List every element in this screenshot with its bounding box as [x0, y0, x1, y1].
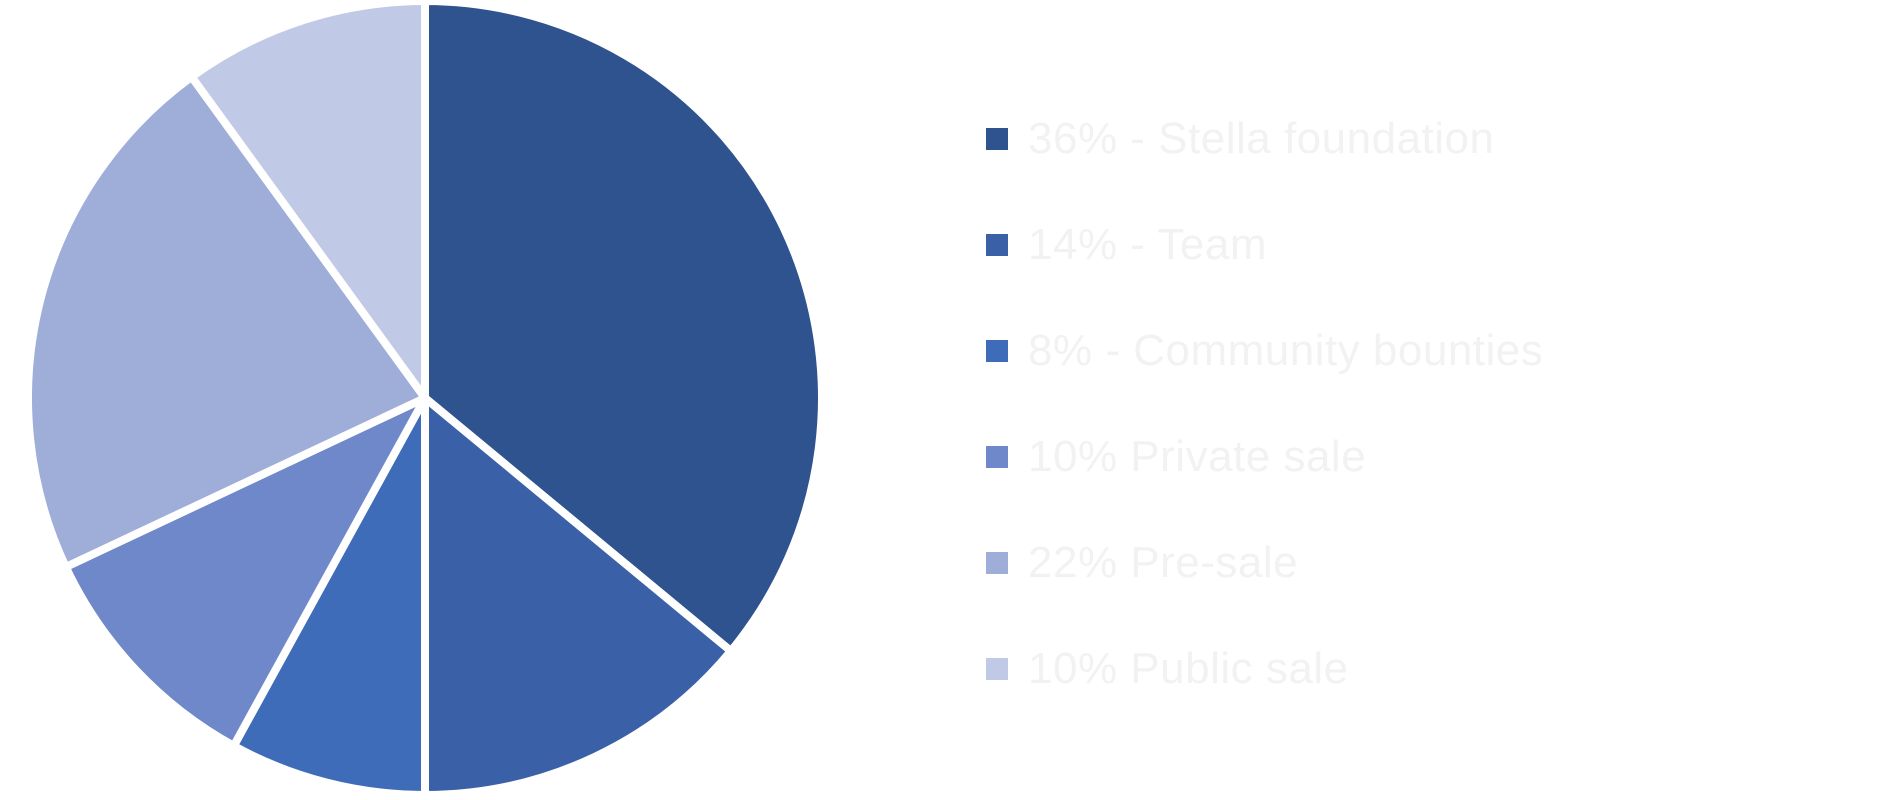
legend-label: 10% Private sale: [1028, 432, 1367, 481]
legend-swatch-icon: [986, 658, 1008, 680]
legend-item: 14% - Team: [986, 192, 1543, 298]
pie-slice: [421, 0, 826, 656]
pie-chart: [24, 0, 826, 799]
legend-swatch-icon: [986, 340, 1008, 362]
legend-swatch-icon: [986, 552, 1008, 574]
legend-item: 10% Public sale: [986, 616, 1543, 722]
legend-item: 8% - Community bounties: [986, 298, 1543, 404]
legend-swatch-icon: [986, 234, 1008, 256]
pie-slice: [229, 394, 429, 799]
pie-slice: [187, 0, 429, 402]
pie-slice: [24, 72, 429, 572]
pie-slice: [421, 394, 735, 799]
legend-label: 10% Public sale: [1028, 644, 1349, 693]
legend-label: 14% - Team: [1028, 220, 1267, 269]
legend-item: 10% Private sale: [986, 404, 1543, 510]
legend-item: 36% - Stella foundation: [986, 86, 1543, 192]
legend-label: 22% Pre-sale: [1028, 538, 1299, 587]
legend-item: 22% Pre-sale: [986, 510, 1543, 616]
pie-slice: [61, 394, 429, 750]
legend-swatch-icon: [986, 128, 1008, 150]
legend: 36% - Stella foundation 14% - Team 8% - …: [986, 86, 1543, 722]
legend-swatch-icon: [986, 446, 1008, 468]
legend-label: 36% - Stella foundation: [1028, 114, 1495, 163]
legend-label: 8% - Community bounties: [1028, 326, 1544, 375]
